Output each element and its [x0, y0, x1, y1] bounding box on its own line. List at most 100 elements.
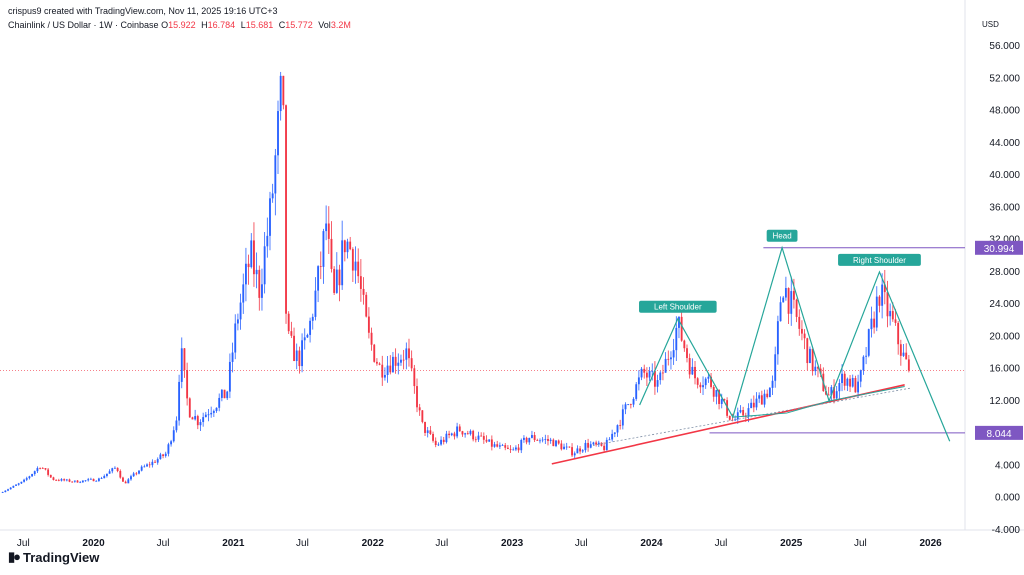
candle [164, 453, 167, 456]
candle [17, 483, 20, 485]
candle [720, 399, 723, 404]
candle [782, 297, 785, 303]
candle [675, 327, 678, 351]
candle [394, 356, 397, 366]
candle [635, 384, 638, 399]
y-tick-label: 0.000 [995, 493, 1020, 504]
y-tick-label: -4.000 [992, 525, 1021, 536]
candle [135, 473, 138, 475]
symbol-name[interactable]: Chainlink / US Dollar · 1W · Coinbase [8, 20, 159, 30]
candle [73, 480, 76, 482]
y-tick-label: 28.000 [989, 267, 1020, 278]
candle [506, 447, 509, 449]
high-label: H [201, 20, 208, 30]
candle [629, 404, 632, 405]
candle [381, 364, 384, 378]
candle [31, 474, 34, 477]
close-value: 15.772 [285, 20, 313, 30]
candle [819, 368, 822, 374]
candle [159, 454, 162, 460]
high-value: 16.784 [207, 20, 236, 30]
candle [584, 442, 587, 451]
x-tick-label: 2021 [222, 538, 245, 549]
candle [111, 468, 114, 472]
candle [466, 433, 469, 435]
x-tick-label: Jul [157, 538, 170, 549]
candle [456, 426, 459, 437]
candle [686, 348, 688, 359]
candle [124, 481, 127, 484]
candle [440, 439, 443, 445]
candle [897, 322, 900, 345]
candle [803, 333, 806, 339]
x-tick-label: Jul [854, 538, 867, 549]
candle [849, 378, 851, 387]
candle [295, 350, 298, 361]
candle [47, 469, 50, 475]
candle [220, 389, 223, 398]
candle [792, 291, 795, 300]
candle [274, 155, 277, 194]
candle [688, 358, 691, 375]
candle [883, 284, 886, 293]
candle [15, 484, 17, 486]
candle [833, 387, 835, 399]
candle [314, 290, 317, 317]
open-value: 15.922 [168, 20, 196, 30]
candle [678, 316, 680, 328]
candle [894, 319, 897, 323]
candle [338, 269, 341, 286]
candle [410, 358, 413, 369]
candle [279, 75, 282, 112]
candle [319, 266, 322, 267]
y-tick-label: 36.000 [989, 202, 1020, 213]
candle [560, 443, 563, 450]
candle [25, 478, 28, 480]
candle [49, 474, 52, 478]
candle [859, 370, 862, 382]
candle [122, 477, 124, 482]
symbol-legend: Chainlink / US Dollar · 1W · Coinbase O1… [8, 20, 354, 30]
candle [156, 459, 159, 463]
candle [798, 316, 801, 329]
candle [429, 430, 432, 434]
candle [557, 440, 560, 444]
candle [827, 394, 830, 396]
candle [581, 450, 584, 452]
candle [44, 468, 47, 470]
volume-label: Vol [318, 20, 331, 30]
candle [76, 480, 79, 483]
y-tick-label: 32.000 [989, 235, 1020, 246]
candle [55, 479, 58, 481]
x-tick-label: 2024 [640, 538, 663, 549]
candle [653, 370, 656, 387]
candle [835, 391, 838, 399]
candle [616, 425, 619, 433]
candle [367, 316, 370, 333]
candle [132, 473, 135, 477]
dotted-trendline [592, 387, 911, 446]
candle [862, 356, 865, 371]
candle [715, 390, 718, 397]
candle [766, 393, 769, 398]
candle [258, 269, 261, 298]
tradingview-logo[interactable]: ▮● TradingView [8, 549, 99, 565]
candle [632, 398, 635, 405]
candle [143, 466, 146, 468]
candle [875, 296, 878, 328]
candle [597, 442, 600, 445]
candle [830, 387, 833, 396]
candle [426, 430, 429, 433]
candle [346, 241, 349, 253]
candle [648, 370, 651, 378]
candle [306, 334, 309, 338]
y-tick-label: 56.000 [989, 41, 1020, 52]
x-tick-label: Jul [715, 538, 728, 549]
neckline [732, 385, 905, 418]
candle [493, 444, 496, 447]
candle [250, 240, 253, 268]
y-tick-label: 24.000 [989, 299, 1020, 310]
candle [140, 466, 143, 471]
level-price-label: 30.994 [984, 244, 1015, 255]
